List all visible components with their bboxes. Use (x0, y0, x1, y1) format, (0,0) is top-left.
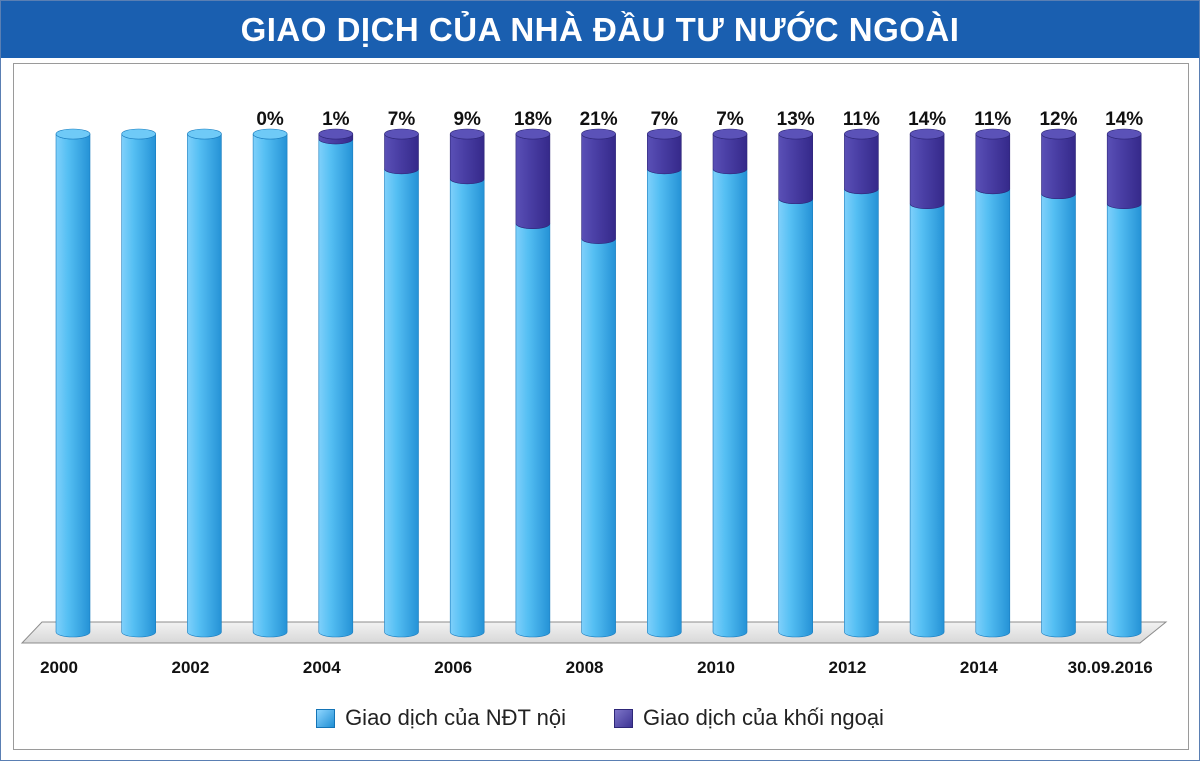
bar-foreign (1041, 133, 1076, 200)
bar-domestic (909, 203, 945, 638)
bar-domestic (252, 133, 288, 638)
x-tick-label: 2006 (434, 658, 472, 677)
bar-foreign (1106, 133, 1142, 210)
bar-domestic (1041, 193, 1076, 638)
bar-top-cap (55, 128, 91, 140)
x-tick-label: 2002 (171, 658, 209, 677)
bar-domestic (121, 133, 156, 638)
data-label: 13% (777, 109, 815, 130)
bar-domestic (778, 198, 813, 638)
legend-label-domestic: Giao dịch của NĐT nội (345, 705, 566, 730)
bar-top-cap (778, 128, 814, 140)
bar-top-cap (844, 128, 879, 140)
data-label: 7% (651, 109, 679, 130)
data-label: 9% (453, 109, 481, 130)
bar-domestic (515, 223, 551, 638)
bar-domestic (844, 188, 879, 638)
bar-domestic (647, 168, 682, 638)
legend-item-domestic: Giao dịch của NĐT nội (316, 705, 566, 731)
data-label: 1% (322, 109, 350, 130)
bar-domestic (975, 188, 1011, 638)
bar-foreign (384, 133, 419, 175)
bar-foreign (844, 133, 879, 195)
data-label: 0% (256, 109, 284, 130)
bar-domestic (712, 168, 748, 638)
x-tick-label: 2012 (828, 658, 866, 677)
bar-domestic (187, 133, 222, 638)
data-label: 7% (716, 109, 744, 130)
x-tick-label: 2008 (566, 658, 604, 677)
data-label: 11% (974, 109, 1011, 130)
data-label: 7% (388, 109, 416, 130)
data-label: 11% (843, 109, 880, 130)
bar-top-cap (712, 128, 748, 140)
bar-top-cap (1041, 128, 1076, 140)
bar-top-cap (515, 128, 551, 140)
bar-domestic (1106, 203, 1142, 638)
data-label: 18% (514, 109, 552, 130)
chart-title: GIAO DỊCH CỦA NHÀ ĐẦU TƯ NƯỚC NGOÀI (240, 10, 960, 48)
bar-top-cap (318, 128, 354, 140)
bar-foreign (975, 133, 1011, 195)
bar-top-cap (975, 128, 1011, 140)
data-label: 21% (580, 109, 618, 130)
bar-foreign (778, 133, 813, 205)
bar-domestic (318, 138, 354, 638)
bar-foreign (909, 133, 945, 210)
bar-foreign (647, 133, 682, 175)
legend-item-foreign: Giao dịch của khối ngoại (614, 705, 884, 731)
data-label: 14% (1105, 109, 1143, 130)
title-bar: GIAO DỊCH CỦA NHÀ ĐẦU TƯ NƯỚC NGOÀI (1, 1, 1199, 58)
x-tick-label: 2000 (40, 658, 78, 677)
bar-top-cap (646, 128, 682, 140)
bar-top-cap (581, 128, 616, 140)
bar-top-cap (252, 128, 288, 140)
bar-top-cap (187, 128, 222, 140)
x-tick-label: 2010 (697, 658, 735, 677)
bar-top-cap (449, 128, 485, 140)
bar-top-cap (384, 128, 419, 140)
bar-top-cap (909, 128, 945, 140)
legend-swatch-domestic (316, 708, 336, 728)
data-label: 12% (1039, 109, 1077, 130)
bar-foreign (581, 133, 616, 244)
x-tick-label: 30.09.2016 (1068, 658, 1153, 677)
bar-foreign (712, 133, 748, 175)
bar-domestic (384, 168, 419, 638)
bar-domestic (581, 238, 616, 638)
bar-domestic (449, 178, 485, 638)
legend: Giao dịch của NĐT nội Giao dịch của khối… (0, 700, 1200, 736)
bar-top-cap (121, 128, 156, 140)
bar-foreign (449, 133, 485, 185)
legend-label-foreign: Giao dịch của khối ngoại (643, 705, 884, 730)
bar-foreign (515, 133, 551, 229)
data-label: 14% (908, 109, 946, 130)
x-tick-label: 2004 (303, 658, 341, 677)
x-tick-label: 2014 (960, 658, 998, 677)
bar-top-cap (1106, 128, 1142, 140)
bar-domestic (55, 133, 91, 638)
legend-swatch-foreign (614, 708, 633, 728)
